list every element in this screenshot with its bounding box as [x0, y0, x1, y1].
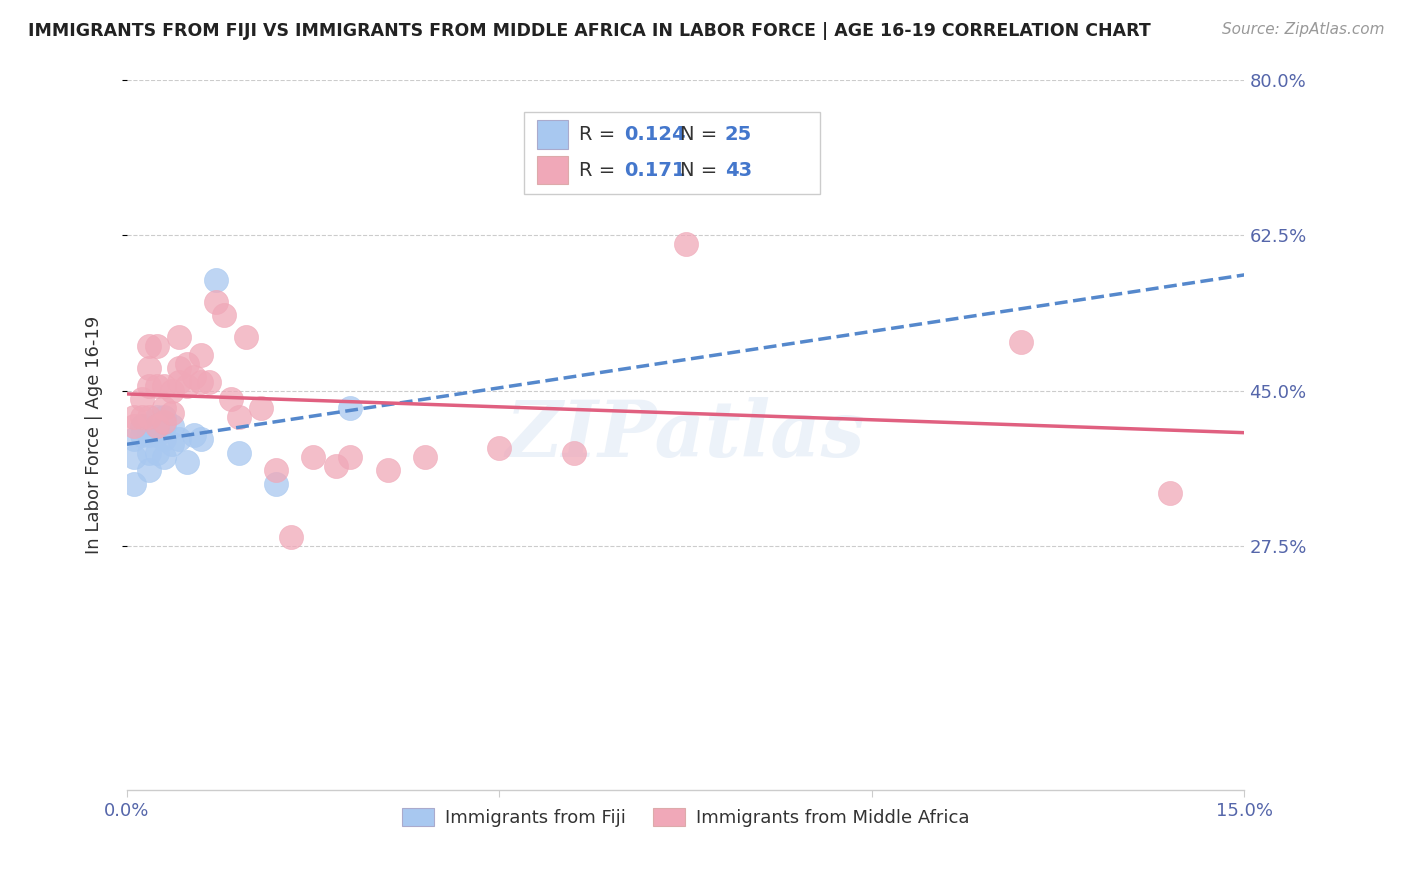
Text: N =: N = — [681, 125, 724, 145]
Point — [145, 446, 167, 460]
Point — [124, 410, 146, 425]
Point — [160, 419, 183, 434]
Point — [138, 463, 160, 477]
Text: R =: R = — [579, 161, 621, 179]
Text: N =: N = — [681, 161, 724, 179]
Point — [198, 375, 221, 389]
Point — [138, 446, 160, 460]
Point — [138, 410, 160, 425]
Y-axis label: In Labor Force | Age 16-19: In Labor Force | Age 16-19 — [86, 316, 103, 554]
Point — [153, 433, 176, 447]
Point — [176, 454, 198, 468]
Point — [264, 463, 287, 477]
Point — [131, 392, 153, 407]
Point — [562, 446, 585, 460]
Point — [167, 361, 190, 376]
Point — [145, 339, 167, 353]
FancyBboxPatch shape — [537, 156, 568, 185]
Point — [124, 476, 146, 491]
Point — [176, 357, 198, 371]
Point — [138, 428, 160, 442]
Point — [212, 308, 235, 322]
Point — [176, 379, 198, 393]
FancyBboxPatch shape — [537, 120, 568, 149]
Point — [124, 450, 146, 464]
Point — [138, 361, 160, 376]
Point — [160, 437, 183, 451]
Point — [488, 442, 510, 456]
Point — [124, 419, 146, 434]
Point — [183, 370, 205, 384]
Point — [339, 450, 361, 464]
Point — [228, 410, 250, 425]
Point — [138, 379, 160, 393]
Point — [302, 450, 325, 464]
Point — [219, 392, 242, 407]
Point — [160, 384, 183, 398]
Point — [280, 530, 302, 544]
Point — [153, 450, 176, 464]
Text: Source: ZipAtlas.com: Source: ZipAtlas.com — [1222, 22, 1385, 37]
Point — [205, 294, 228, 309]
Point — [190, 433, 212, 447]
Point — [124, 433, 146, 447]
Point — [167, 433, 190, 447]
Point — [167, 330, 190, 344]
Text: 25: 25 — [724, 125, 752, 145]
Text: 0.171: 0.171 — [624, 161, 686, 179]
Point — [138, 339, 160, 353]
Point — [145, 379, 167, 393]
Point — [167, 375, 190, 389]
Point — [413, 450, 436, 464]
Point — [131, 428, 153, 442]
Text: R =: R = — [579, 125, 621, 145]
Point — [131, 410, 153, 425]
Point — [153, 410, 176, 425]
Text: 0.124: 0.124 — [624, 125, 686, 145]
Point — [131, 419, 153, 434]
Point — [190, 348, 212, 362]
Point — [190, 375, 212, 389]
Point — [1159, 485, 1181, 500]
Point — [235, 330, 257, 344]
Point — [145, 419, 167, 434]
Legend: Immigrants from Fiji, Immigrants from Middle Africa: Immigrants from Fiji, Immigrants from Mi… — [394, 800, 977, 834]
FancyBboxPatch shape — [523, 112, 820, 194]
Text: IMMIGRANTS FROM FIJI VS IMMIGRANTS FROM MIDDLE AFRICA IN LABOR FORCE | AGE 16-19: IMMIGRANTS FROM FIJI VS IMMIGRANTS FROM … — [28, 22, 1152, 40]
Point — [264, 476, 287, 491]
Point — [675, 237, 697, 252]
Point — [1010, 334, 1032, 349]
Point — [153, 415, 176, 429]
Text: ZIPatlas: ZIPatlas — [506, 397, 865, 473]
Point — [228, 446, 250, 460]
Point — [250, 401, 273, 416]
Text: 43: 43 — [724, 161, 752, 179]
Point — [153, 419, 176, 434]
Point — [153, 401, 176, 416]
Point — [153, 379, 176, 393]
Point — [145, 410, 167, 425]
Point — [377, 463, 399, 477]
Point — [205, 273, 228, 287]
Point — [325, 458, 347, 473]
Point — [339, 401, 361, 416]
Point — [160, 406, 183, 420]
Point — [183, 428, 205, 442]
Point — [145, 428, 167, 442]
